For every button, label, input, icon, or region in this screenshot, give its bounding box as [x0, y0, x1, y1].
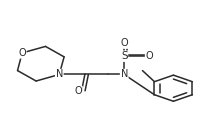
Text: O: O [120, 38, 128, 48]
Text: N: N [121, 69, 128, 79]
Text: O: O [75, 86, 82, 96]
Text: O: O [146, 51, 153, 61]
Text: O: O [18, 48, 26, 58]
Text: N: N [56, 69, 63, 79]
Text: S: S [121, 51, 128, 61]
